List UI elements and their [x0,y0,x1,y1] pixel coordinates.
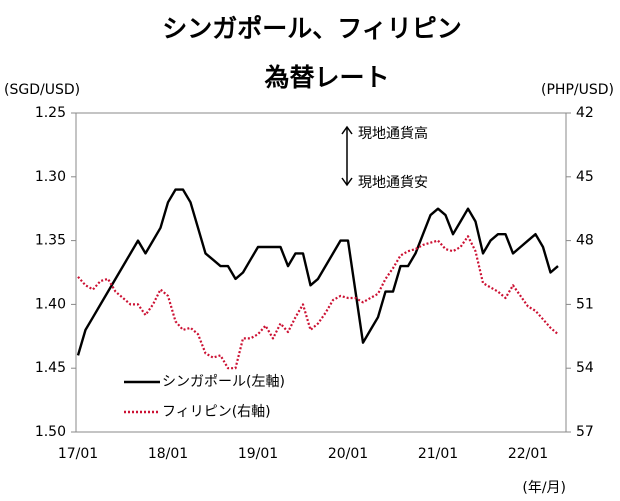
plot-frame [75,112,567,433]
chart-subtitle: 為替レート [264,63,389,92]
annotation: 現地通貨安 [358,174,428,191]
legend-label: フィリピン(右軸) [162,404,271,420]
yticks-label: 1.45 [35,360,66,376]
annotation-arrow [341,125,353,187]
yticks-label: 1.50 [35,424,66,440]
yticks-label: 1.30 [35,169,66,185]
y2ticks-label: 48 [576,233,594,249]
y2ticks-label: 57 [576,424,594,440]
yticks-label: 1.40 [35,296,66,312]
x-tick-label: 18/01 [148,446,188,462]
chart-title: シンガポール、フィリピン [162,14,462,43]
yticks-label: 1.25 [35,105,66,121]
y2ticks-label: 51 [576,296,594,312]
x-tick-label: 17/01 [58,446,98,462]
y2ticks-label: 54 [576,360,594,376]
y2ticks-label: 45 [576,169,594,185]
annotation: 現地通貨高 [358,125,428,142]
x-tick-label: 21/01 [418,446,458,462]
legend-label: シンガポール(左軸) [162,374,285,390]
x-axis-label: (年/月) [522,480,566,496]
series-line [77,235,559,370]
x-tick-label: 19/01 [238,446,278,462]
x-tick-label: 22/01 [508,446,548,462]
series-line [76,188,559,356]
y2ticks-label: 42 [576,105,594,121]
x-tick-label: 20/01 [328,446,368,462]
y-axis-label: (SGD/USD) [4,82,80,98]
y2-axis-label: (PHP/USD) [541,82,614,98]
yticks-label: 1.35 [35,233,66,249]
